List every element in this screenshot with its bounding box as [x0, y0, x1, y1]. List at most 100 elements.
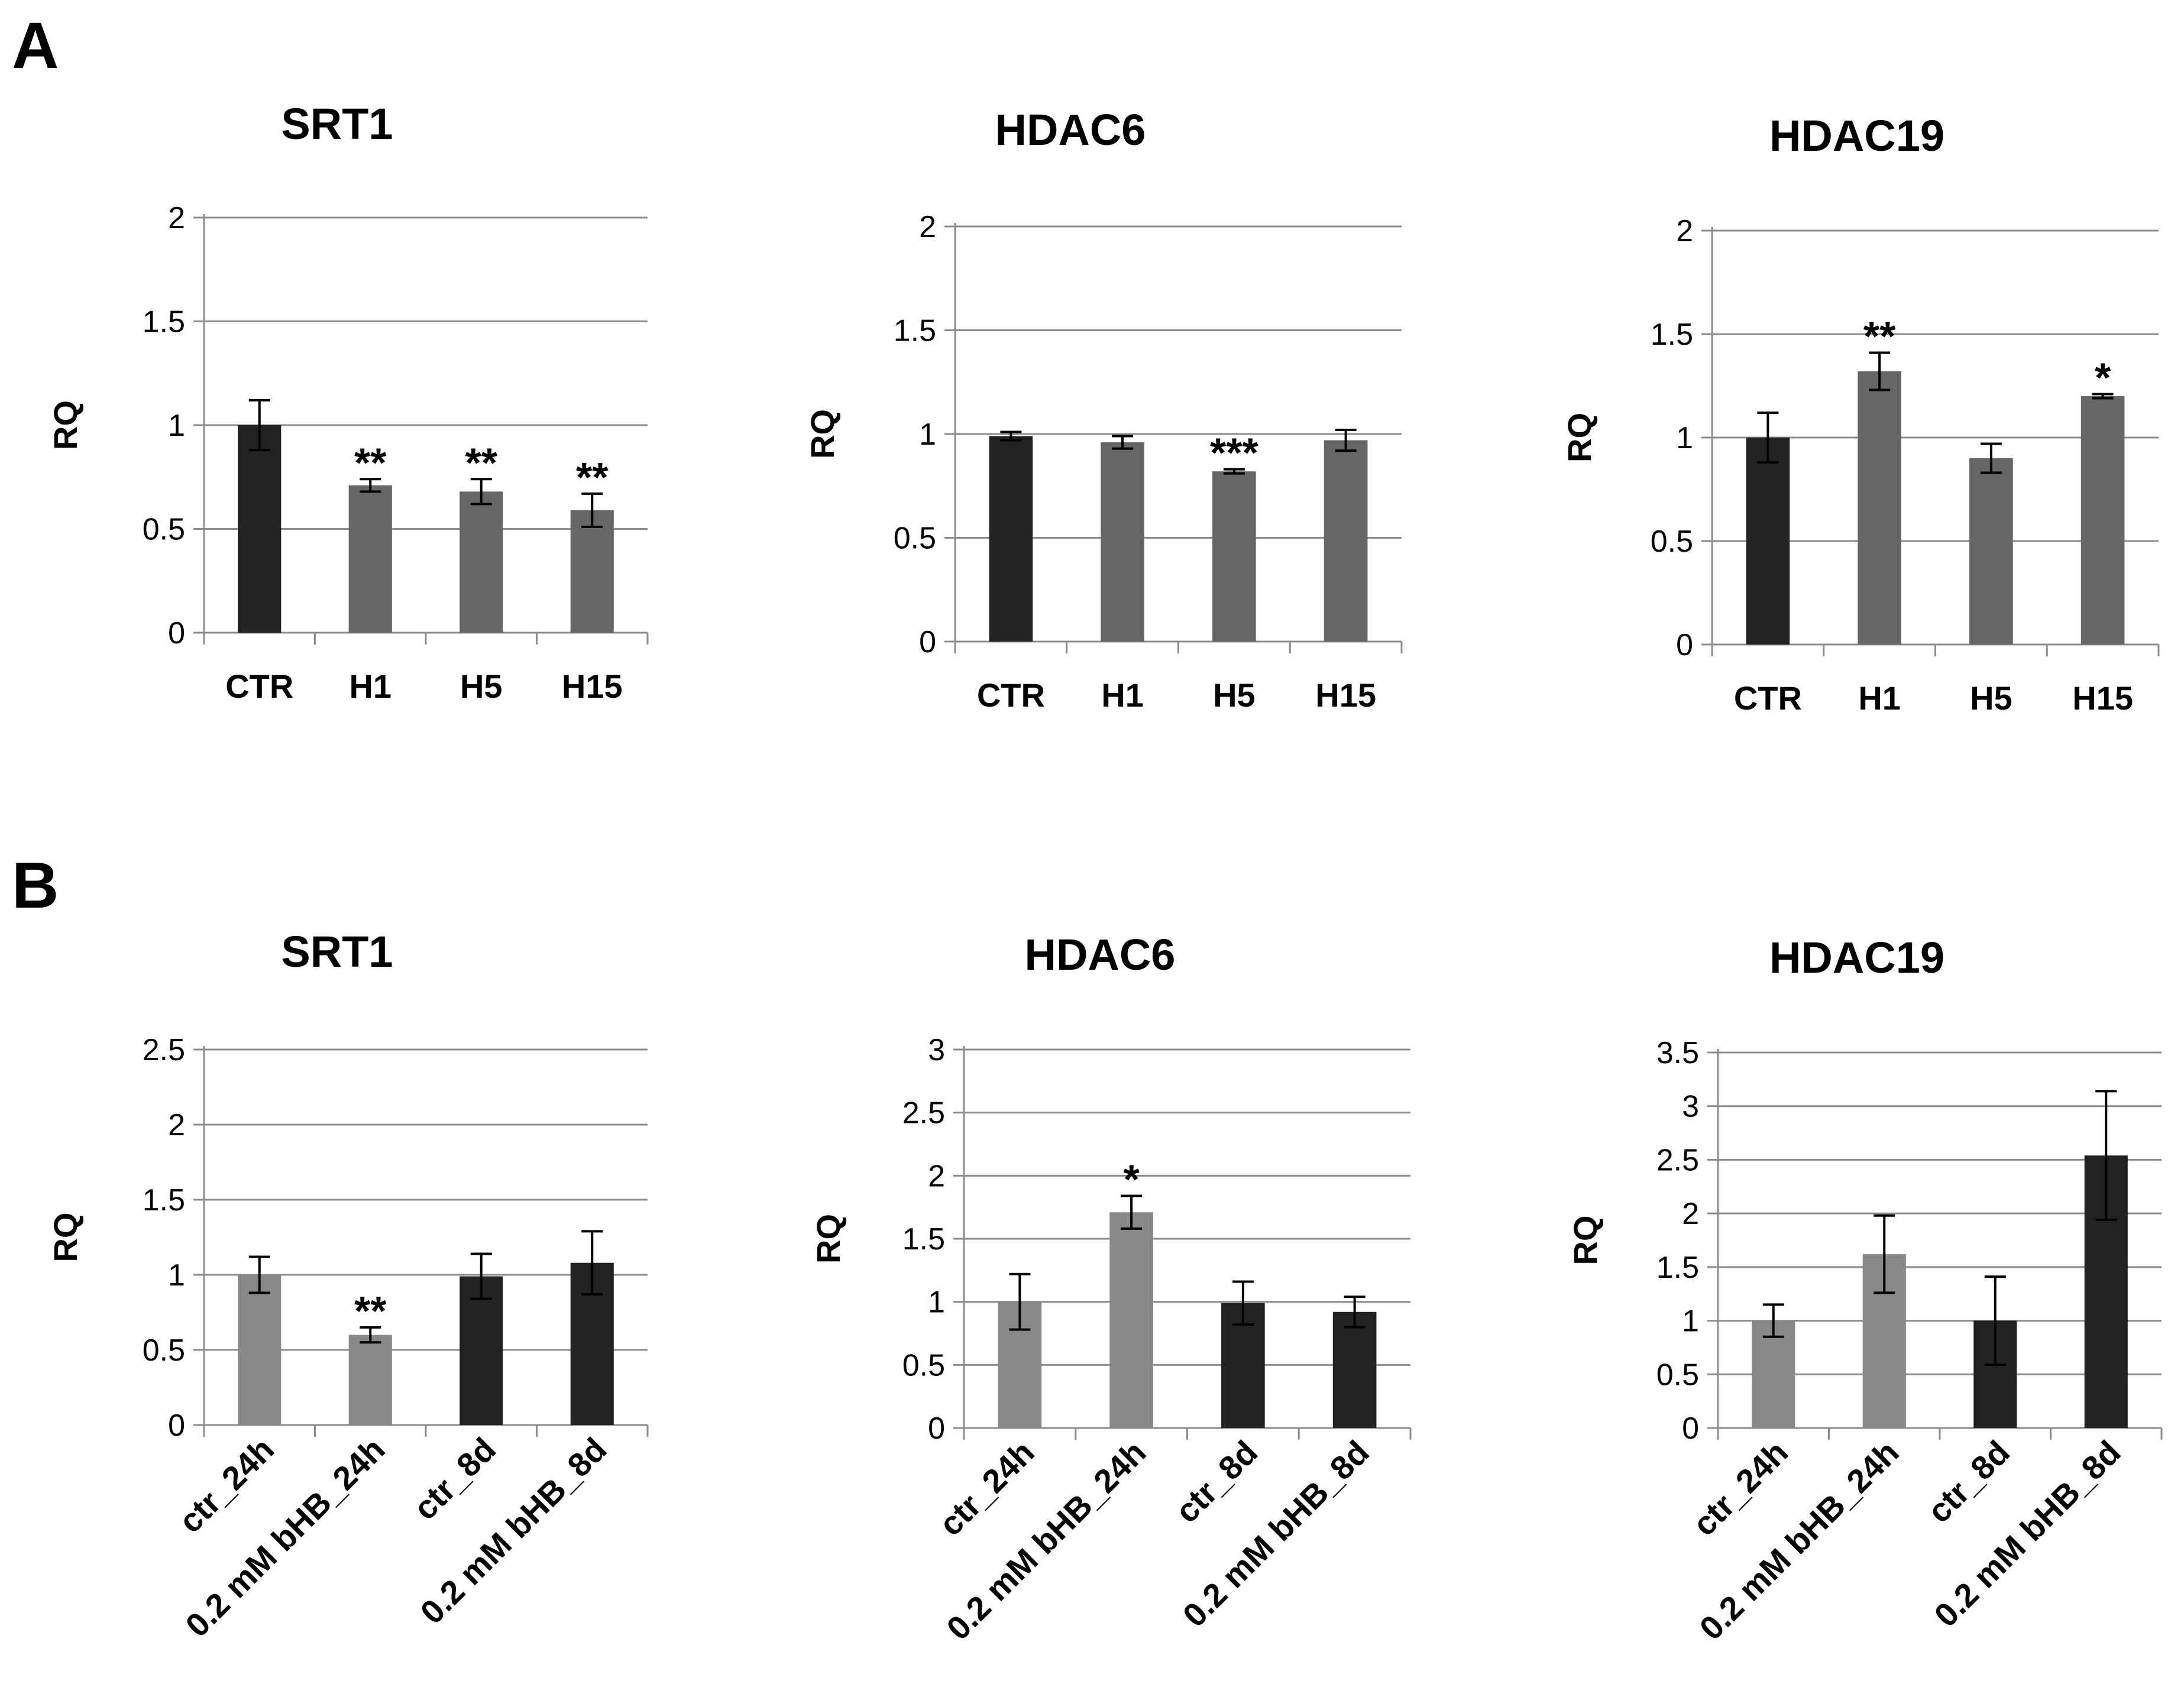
chart-a-hdac19-ytick-label: 1 — [1676, 421, 1693, 455]
chart-b-hdac19-ytick-label: 0 — [1682, 1411, 1699, 1446]
chart-b-hdac6-bar — [1332, 1311, 1377, 1428]
chart-a-srt1-ytick-label: 0.5 — [143, 513, 185, 547]
chart-a-hdac6-xtick-label: CTR — [977, 676, 1045, 714]
chart-a-hdac19-bar — [2081, 396, 2125, 645]
chart-b-srt1: SRT1 0 0.5 1 1.5 2 2.5 RQ ctr_24h ** 0.2 mM bHB_24… — [47, 927, 649, 1644]
chart-a-hdac6-ylabel: RQ — [804, 409, 841, 459]
chart-a-hdac6-ytick-label: 1 — [919, 417, 936, 452]
chart-b-hdac6-ytick-label: 1 — [928, 1285, 945, 1320]
chart-b-hdac19-bar — [1752, 1320, 1795, 1428]
chart-a-hdac19-ytick-label: 0.5 — [1651, 524, 1693, 559]
chart-b-srt1-bar — [348, 1335, 392, 1425]
chart-a-hdac19: HDAC19 0 0.5 1 1.5 2 RQ CTR ** H1 H5 * H15 — [1561, 111, 2160, 717]
chart-a-srt1-bar — [238, 425, 282, 633]
chart-a-hdac19-xtick-label: H1 — [1858, 679, 1901, 717]
chart-b-srt1-ytick-label: 1.5 — [143, 1183, 185, 1217]
chart-b-hdac19-title: HDAC19 — [1769, 933, 1944, 982]
chart-b-hdac6-xtick-label: 0.2 mM bHB_8d — [1176, 1433, 1376, 1634]
chart-a-srt1-significance: ** — [465, 439, 498, 485]
chart-b-srt1-bar — [460, 1276, 503, 1425]
chart-a-srt1-ytick-label: 1.5 — [143, 305, 185, 339]
chart-b-hdac19-xtick-label: 0.2 mM bHB_24h — [1692, 1433, 1905, 1647]
chart-a-srt1-xtick-label: H5 — [460, 668, 503, 705]
chart-b-srt1-ytick-label: 0 — [168, 1408, 185, 1443]
chart-a-hdac6-xtick-label: H1 — [1101, 676, 1144, 714]
chart-b-hdac6-xtick-label: ctr_8d — [1168, 1433, 1264, 1530]
chart-a-hdac19-bar — [1969, 458, 2013, 645]
chart-a-srt1-title: SRT1 — [281, 99, 393, 148]
panel-label-b: B — [12, 849, 59, 922]
chart-b-hdac19-ytick-label: 0.5 — [1656, 1358, 1699, 1392]
chart-b-hdac6-ytick-label: 0.5 — [902, 1348, 945, 1382]
chart-a-hdac19-significance: * — [2095, 355, 2111, 401]
chart-a-hdac19-bar — [1858, 371, 1901, 645]
chart-b-hdac6-ylabel: RQ — [810, 1214, 847, 1264]
chart-a-hdac6-xtick-label: H5 — [1213, 676, 1256, 714]
chart-a-hdac19-ytick-label: 0 — [1676, 628, 1693, 662]
chart-b-hdac19-xtick-label: ctr_8d — [1920, 1433, 2017, 1530]
chart-b-hdac19-ytick-label: 3 — [1682, 1090, 1699, 1124]
chart-a-hdac19-title: HDAC19 — [1769, 111, 1944, 160]
chart-a-srt1-ytick-label: 0 — [168, 616, 185, 650]
chart-a-srt1-bar — [348, 485, 392, 633]
chart-b-srt1-ytick-label: 1 — [168, 1258, 185, 1293]
chart-b-srt1-ytick-label: 0.5 — [143, 1333, 185, 1368]
chart-b-hdac6-bar — [1109, 1212, 1153, 1428]
chart-b-hdac6-ytick-label: 2 — [928, 1159, 945, 1193]
chart-a-hdac19-xtick-label: CTR — [1734, 679, 1802, 717]
chart-b-hdac19-xtick-label: 0.2 mM bHB_8d — [1927, 1433, 2127, 1634]
chart-a-hdac6-ytick-label: 2 — [919, 210, 936, 244]
chart-b-hdac6-xtick-label: 0.2 mM bHB_24h — [939, 1433, 1153, 1647]
chart-a-hdac19-ylabel: RQ — [1561, 413, 1598, 462]
chart-a-srt1-significance: ** — [576, 454, 609, 500]
chart-a-hdac6: HDAC6 0 0.5 1 1.5 2 RQ CTR H1 *** H5 H15 — [804, 105, 1403, 714]
chart-a-hdac6-ytick-label: 0 — [919, 625, 936, 659]
chart-b-hdac19-ytick-label: 2.5 — [1656, 1143, 1699, 1177]
chart-a-srt1-xtick-label: H15 — [562, 668, 623, 705]
chart-a-hdac19-ytick-label: 1.5 — [1651, 318, 1693, 352]
chart-b-hdac6-xtick-label: ctr_24h — [931, 1433, 1041, 1543]
chart-a-srt1-xtick-label: H1 — [349, 668, 391, 705]
chart-a-hdac19-significance: ** — [1863, 313, 1896, 360]
chart-a-srt1-ytick-label: 2 — [168, 201, 185, 235]
chart-b-hdac19-ytick-label: 3.5 — [1656, 1036, 1699, 1070]
chart-a-hdac19-ytick-label: 2 — [1676, 214, 1693, 248]
chart-b-hdac19-ylabel: RQ — [1567, 1216, 1604, 1265]
chart-b-hdac6-ytick-label: 1.5 — [902, 1222, 945, 1256]
chart-a-srt1-ytick-label: 1 — [168, 409, 185, 443]
chart-a-srt1-ylabel: RQ — [47, 400, 84, 450]
chart-b-hdac6-significance: * — [1124, 1156, 1140, 1202]
chart-b-srt1-ytick-label: 2.5 — [143, 1033, 185, 1067]
chart-a-hdac6-xtick-label: H15 — [1315, 676, 1376, 714]
chart-b-srt1-xtick-label: 0.2 mM bHB_8d — [413, 1430, 613, 1631]
chart-b-srt1-xtick-label: ctr_24h — [172, 1430, 281, 1540]
chart-b-hdac19-ytick-label: 1.5 — [1656, 1251, 1699, 1285]
chart-b-hdac6-ytick-label: 3 — [928, 1033, 945, 1067]
chart-b-srt1-significance: ** — [354, 1288, 387, 1334]
chart-b-hdac19-ytick-label: 1 — [1682, 1304, 1699, 1339]
chart-a-hdac6-bar — [1324, 440, 1368, 642]
chart-a-srt1-bar — [570, 510, 614, 633]
chart-b-hdac6-title: HDAC6 — [1025, 930, 1176, 979]
chart-a-hdac6-title: HDAC6 — [995, 105, 1146, 154]
chart-a-hdac6-bar — [989, 436, 1033, 642]
chart-b-srt1-bar — [238, 1275, 282, 1425]
chart-b-srt1-title: SRT1 — [281, 927, 393, 976]
chart-a-hdac6-ytick-label: 0.5 — [894, 522, 936, 556]
chart-b-srt1-xtick-label: 0.2 mM bHB_24h — [178, 1430, 391, 1644]
chart-a-hdac6-bar — [1101, 442, 1144, 642]
chart-a-srt1-xtick-label: CTR — [225, 668, 293, 705]
chart-b-srt1-ylabel: RQ — [47, 1213, 84, 1262]
chart-a-hdac19-xtick-label: H5 — [1970, 679, 2012, 717]
chart-b-srt1-ytick-label: 2 — [168, 1108, 185, 1142]
chart-b-hdac6: HDAC6 0 0.5 1 1.5 2 2.5 3 RQ ctr_24h * 0.2 mM bHB_2… — [810, 930, 1412, 1647]
chart-b-srt1-xtick-label: ctr_8d — [406, 1430, 503, 1527]
chart-a-hdac6-significance: *** — [1210, 430, 1258, 476]
chart-b-hdac6-ytick-label: 2.5 — [902, 1096, 945, 1131]
chart-a-srt1-bar — [460, 491, 503, 633]
chart-b-hdac6-ytick-label: 0 — [928, 1411, 945, 1446]
panel-label-a: A — [12, 9, 59, 82]
chart-a-srt1-significance: ** — [354, 439, 387, 485]
